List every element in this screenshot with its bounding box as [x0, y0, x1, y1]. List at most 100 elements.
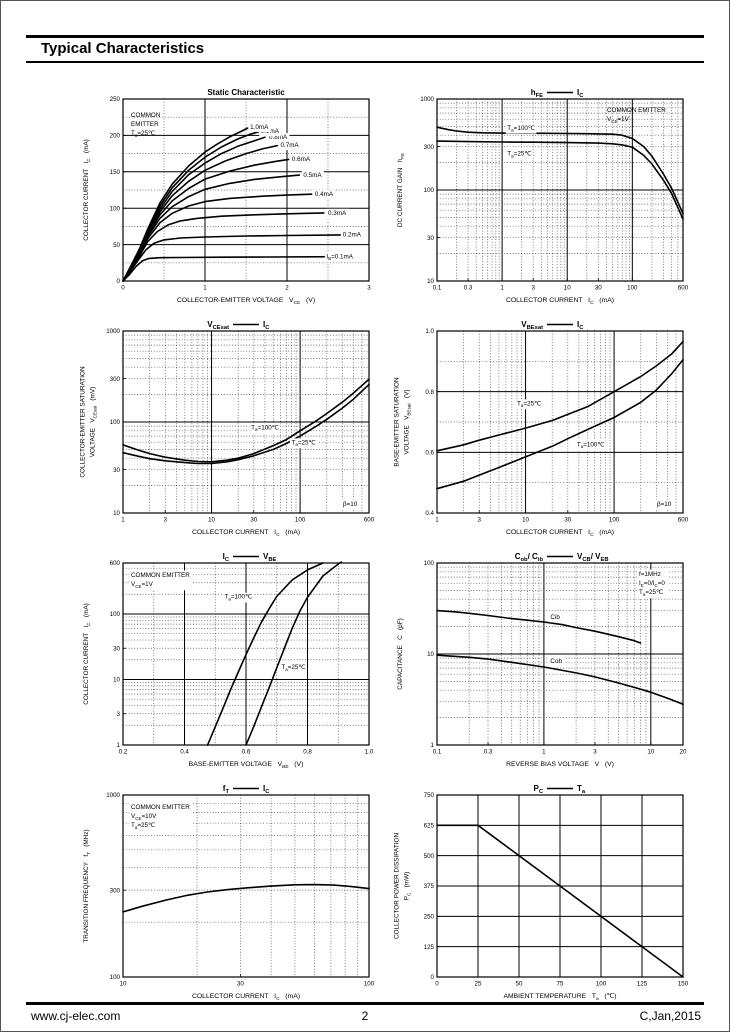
svg-text:VBE: VBE [263, 552, 277, 563]
svg-text:COLLECTOR POWER DISSIPATION: COLLECTOR POWER DISSIPATION [394, 833, 401, 940]
chart-canvas: 1 3 10 30 100 600 10 30 100 300 1000 COLLECTOR CURR… [80, 320, 375, 538]
svg-text:Cob: Cob [550, 658, 562, 665]
chart-canvas: 1 3 10 30 100 600 0.4 0.6 0.8 1.0 COLLECTOR CURREN… [394, 320, 689, 538]
svg-text:30: 30 [564, 517, 571, 524]
svg-text:IB=0.1mA: IB=0.1mA [326, 253, 353, 261]
svg-text:1.0mA: 1.0mA [250, 124, 269, 131]
svg-text:125: 125 [637, 981, 648, 988]
svg-text:AMBIENT TEMPERATURE Ta (℃): AMBIENT TEMPERATURE Ta (℃) [503, 993, 616, 1002]
svg-text:2: 2 [285, 285, 289, 292]
svg-text:Static Characteristic: Static Characteristic [207, 88, 285, 97]
svg-text:600: 600 [110, 560, 121, 567]
svg-text:30: 30 [250, 517, 257, 524]
svg-text:COMMON: COMMON [131, 112, 161, 119]
svg-text:0: 0 [431, 974, 435, 981]
svg-text:f=1MHz: f=1MHz [639, 571, 661, 578]
svg-text:600: 600 [678, 517, 689, 524]
svg-text:COLLECTOR CURRENT IC (mA): COLLECTOR CURRENT IC (mA) [192, 529, 300, 538]
svg-text:COLLECTOR CURRENT IC (mA): COLLECTOR CURRENT IC (mA) [506, 297, 614, 306]
svg-text:3: 3 [593, 749, 597, 756]
chart-canvas: 0 25 50 75 100 125 150 0 125 250 375 500 625 750 AMBIE… [394, 784, 689, 1002]
svg-text:0.6: 0.6 [425, 450, 434, 457]
svg-text:150: 150 [678, 981, 689, 988]
svg-text:1: 1 [431, 742, 435, 749]
svg-text:TRANSITION FREQUENCY fT (M: TRANSITION FREQUENCY fT (MHz) [83, 829, 91, 942]
svg-text:100: 100 [110, 419, 121, 426]
svg-text:COMMON EMITTER: COMMON EMITTER [607, 107, 666, 114]
svg-text:COLLECTOR CURRENT IC (mA): COLLECTOR CURRENT IC (mA) [83, 603, 91, 705]
svg-text:10: 10 [208, 517, 215, 524]
svg-text:0.2mA: 0.2mA [343, 232, 362, 239]
svg-text:PC: PC [533, 784, 543, 795]
chart-canvas: 10 30 100 100 300 1000 COLLECTOR CURRENT IC (m… [83, 784, 375, 1002]
svg-text:30: 30 [237, 981, 244, 988]
svg-text:0: 0 [121, 285, 125, 292]
svg-text:0.4: 0.4 [425, 510, 434, 517]
svg-text:10: 10 [120, 981, 127, 988]
svg-text:VCE=10V: VCE=10V [131, 813, 157, 821]
svg-text:1000: 1000 [420, 96, 434, 103]
svg-text:0.3: 0.3 [484, 749, 493, 756]
svg-text:DC CURRENT GAIN hFE: DC CURRENT GAIN hFE [397, 153, 405, 227]
svg-text:600: 600 [678, 285, 689, 292]
svg-text:10: 10 [427, 651, 434, 658]
svg-text:β=10: β=10 [657, 501, 672, 508]
svg-text:IC: IC [577, 320, 584, 331]
svg-text:Ta=100℃: Ta=100℃ [577, 441, 605, 449]
header-rule-bottom [26, 61, 704, 63]
svg-text:BASE-EMITTER SATURATION: BASE-EMITTER SATURATION [394, 377, 401, 467]
svg-text:0.8: 0.8 [425, 389, 434, 396]
svg-text:200: 200 [110, 133, 121, 140]
svg-text:hFE: hFE [531, 88, 543, 99]
svg-text:Cib: Cib [550, 614, 560, 621]
chart-vbesat-vs-ic: 1 3 10 30 100 600 0.4 0.6 0.8 1.0 COLLECTOR CURREN… [391, 317, 691, 549]
svg-text:0.8mA: 0.8mA [269, 134, 288, 141]
svg-text:50: 50 [516, 981, 523, 988]
svg-text:10: 10 [113, 677, 120, 684]
svg-text:3: 3 [367, 285, 371, 292]
chart-canvas: 0.1 0.3 1 3 10 20 1 10 100 REVERSE BIAS VOLTAGE V… [397, 552, 687, 768]
chart-canvas: 0.1 0.3 1 3 10 30 100 600 10 30 100 300 1000 COLLECTO… [397, 88, 689, 306]
svg-text:IC: IC [263, 784, 270, 795]
chart-canvas: 0.2 0.4 0.6 0.8 1.0 1 3 10 30 100 600 BASE-EMITTER … [83, 552, 374, 770]
svg-text:100: 100 [295, 517, 306, 524]
svg-text:Cob/ Cib: Cob/ Cib [515, 552, 544, 563]
svg-text:Ta=25℃: Ta=25℃ [281, 664, 305, 672]
svg-text:Ta=25℃: Ta=25℃ [507, 151, 531, 159]
svg-text:BASE-EMITTER VOLTAGE VBE (: BASE-EMITTER VOLTAGE VBE (V) [189, 761, 304, 770]
svg-text:1: 1 [203, 285, 207, 292]
svg-text:3: 3 [164, 517, 168, 524]
svg-text:10: 10 [564, 285, 571, 292]
svg-text:VCEsat: VCEsat [207, 320, 229, 331]
svg-text:Ta: Ta [577, 784, 586, 795]
svg-text:10: 10 [647, 749, 654, 756]
svg-text:Ta=25℃: Ta=25℃ [292, 439, 316, 447]
svg-text:Ta=25℃: Ta=25℃ [131, 130, 155, 138]
svg-text:0.7mA: 0.7mA [280, 142, 299, 149]
svg-text:100: 100 [110, 611, 121, 618]
svg-text:125: 125 [424, 944, 435, 951]
svg-text:100: 100 [609, 517, 620, 524]
chart-ft-vs-ic: 10 30 100 100 300 1000 COLLECTOR CURRENT IC (m… [77, 781, 377, 1013]
page-title: Typical Characteristics [41, 40, 205, 57]
chart-pc-vs-ta: 0 25 50 75 100 125 150 0 125 250 375 500 625 750 AMBIE… [391, 781, 691, 1013]
svg-text:Ta=25℃: Ta=25℃ [517, 400, 541, 408]
svg-text:Ta=100℃: Ta=100℃ [507, 125, 535, 133]
svg-text:VOLTAGE VBEsat (V): VOLTAGE VBEsat (V) [404, 390, 412, 455]
svg-text:β=10: β=10 [343, 501, 358, 508]
svg-text:625: 625 [424, 823, 435, 830]
svg-text:100: 100 [596, 981, 607, 988]
svg-text:0.3mA: 0.3mA [328, 210, 347, 217]
svg-text:1: 1 [435, 517, 439, 524]
svg-text:COLLECTOR-EMITTER SATURATION: COLLECTOR-EMITTER SATURATION [80, 366, 87, 478]
svg-text:REVERSE BIAS VOLTAGE V (V): REVERSE BIAS VOLTAGE V (V) [506, 761, 614, 768]
svg-text:0.4: 0.4 [180, 749, 189, 756]
svg-text:30: 30 [113, 467, 120, 474]
svg-text:100: 100 [627, 285, 638, 292]
svg-text:3: 3 [478, 517, 482, 524]
svg-text:VOLTAGE VCEsat (mV): VOLTAGE VCEsat (mV) [90, 387, 98, 458]
svg-text:10: 10 [427, 278, 434, 285]
svg-text:100: 100 [110, 205, 121, 212]
svg-text:1: 1 [121, 517, 125, 524]
